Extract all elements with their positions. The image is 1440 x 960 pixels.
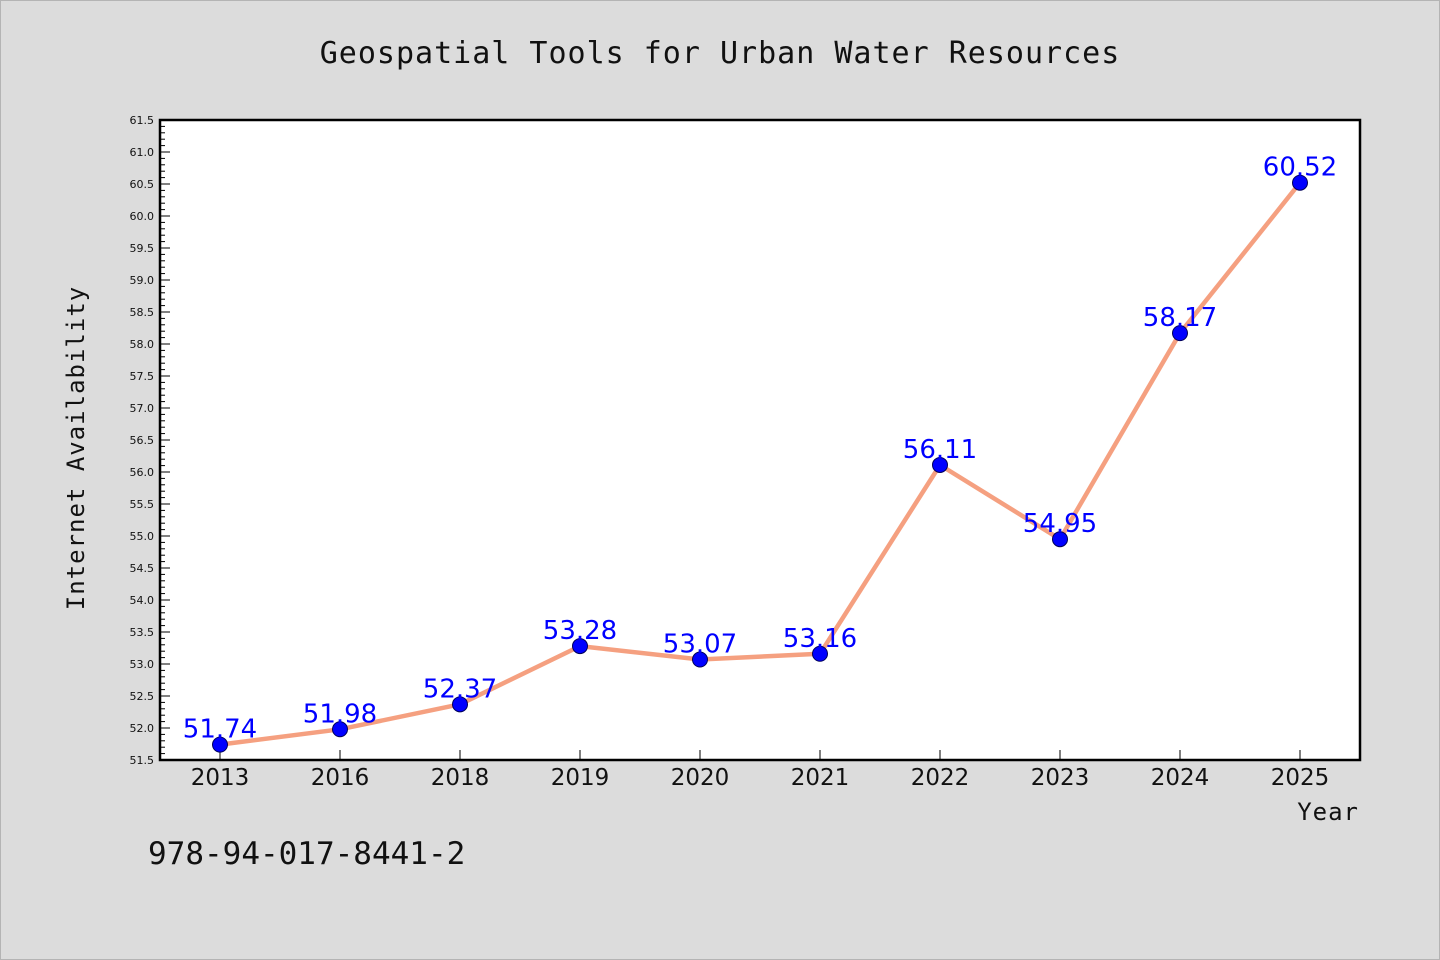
x-tick-label: 2023: [1031, 765, 1090, 791]
x-tick-label: 2019: [551, 765, 610, 791]
data-point-2018: [452, 696, 468, 713]
y-tick-label: 59.5: [130, 242, 155, 255]
data-label-layer: 51.74 51.98 52.37 53.28 53.07 53.16 56.11 54.95…: [183, 153, 1337, 745]
y-tick-label: 53.5: [130, 626, 155, 639]
data-label-2021: 53.16: [783, 624, 857, 654]
data-label-2023: 54.95: [1023, 509, 1097, 539]
x-tick-label: 2013: [191, 765, 250, 791]
data-label-2022: 56.11: [903, 435, 977, 465]
y-tick-label: 56.5: [130, 434, 155, 447]
data-point-2020: [692, 651, 708, 668]
data-label-2020: 53.07: [663, 630, 737, 660]
x-axis-title: Year: [1297, 798, 1359, 826]
data-point-2019: [572, 638, 588, 655]
data-point-2025: [1292, 174, 1308, 191]
data-label-2018: 52.37: [423, 674, 497, 704]
y-axis: 51.5 52.0 52.5 53.0 53.5 54.0 54.5 55.0 55.5 56.0…: [130, 114, 170, 767]
y-tick-label: 52.0: [130, 722, 155, 735]
y-tick-label: 60.0: [130, 210, 155, 223]
data-point-2023: [1052, 531, 1068, 548]
y-axis-title: Internet Availability: [62, 286, 90, 610]
data-point-2016: [332, 721, 348, 738]
y-tick-label: 57.5: [130, 370, 155, 383]
plot-area: [160, 120, 1360, 760]
x-tick-label: 2024: [1151, 765, 1210, 791]
x-tick-label: 2021: [791, 765, 850, 791]
data-label-2019: 53.28: [543, 616, 617, 646]
x-tick-label: 2020: [671, 765, 730, 791]
x-tick-label: 2022: [911, 765, 970, 791]
x-tick-label: 2018: [431, 765, 490, 791]
data-point-2021: [812, 645, 828, 662]
y-tick-label: 54.5: [130, 562, 155, 575]
series-line: [217, 180, 1303, 747]
data-point-2022: [932, 456, 948, 473]
y-tick-label: 52.5: [130, 690, 155, 703]
footnote-isbn: 978-94-017-8441-2: [148, 836, 465, 872]
x-axis: 2013 2016 2018 2019 2020 2021 2022 2023 2024 2025: [191, 750, 1330, 791]
y-tick-label: 58.0: [130, 338, 155, 351]
data-label-2024: 58.17: [1143, 303, 1217, 333]
plot-border: [158, 118, 1362, 762]
y-tick-label: 56.0: [130, 466, 155, 479]
y-tick-label: 51.5: [130, 754, 155, 767]
y-tick-label: 55.5: [130, 498, 155, 511]
data-label-2025: 60.52: [1263, 153, 1337, 183]
y-tick-label: 53.0: [130, 658, 155, 671]
x-tick-label: 2016: [311, 765, 370, 791]
series-layer: [212, 174, 1308, 753]
x-tick-label: 2025: [1271, 765, 1330, 791]
y-tick-label: 58.5: [130, 306, 155, 319]
y-tick-label: 55.0: [130, 530, 155, 543]
y-tick-label: 61.0: [130, 146, 155, 159]
chart-title: Geospatial Tools for Urban Water Resourc…: [320, 36, 1121, 71]
data-point-2024: [1172, 325, 1188, 342]
y-tick-label: 60.5: [130, 178, 155, 191]
data-label-2016: 51.98: [303, 699, 377, 729]
data-label-2013: 51.74: [183, 715, 257, 745]
data-point-2013: [212, 736, 228, 753]
y-tick-label: 57.0: [130, 402, 155, 415]
y-tick-label: 59.0: [130, 274, 155, 287]
y-tick-label: 61.5: [130, 114, 155, 127]
y-tick-label: 54.0: [130, 594, 155, 607]
